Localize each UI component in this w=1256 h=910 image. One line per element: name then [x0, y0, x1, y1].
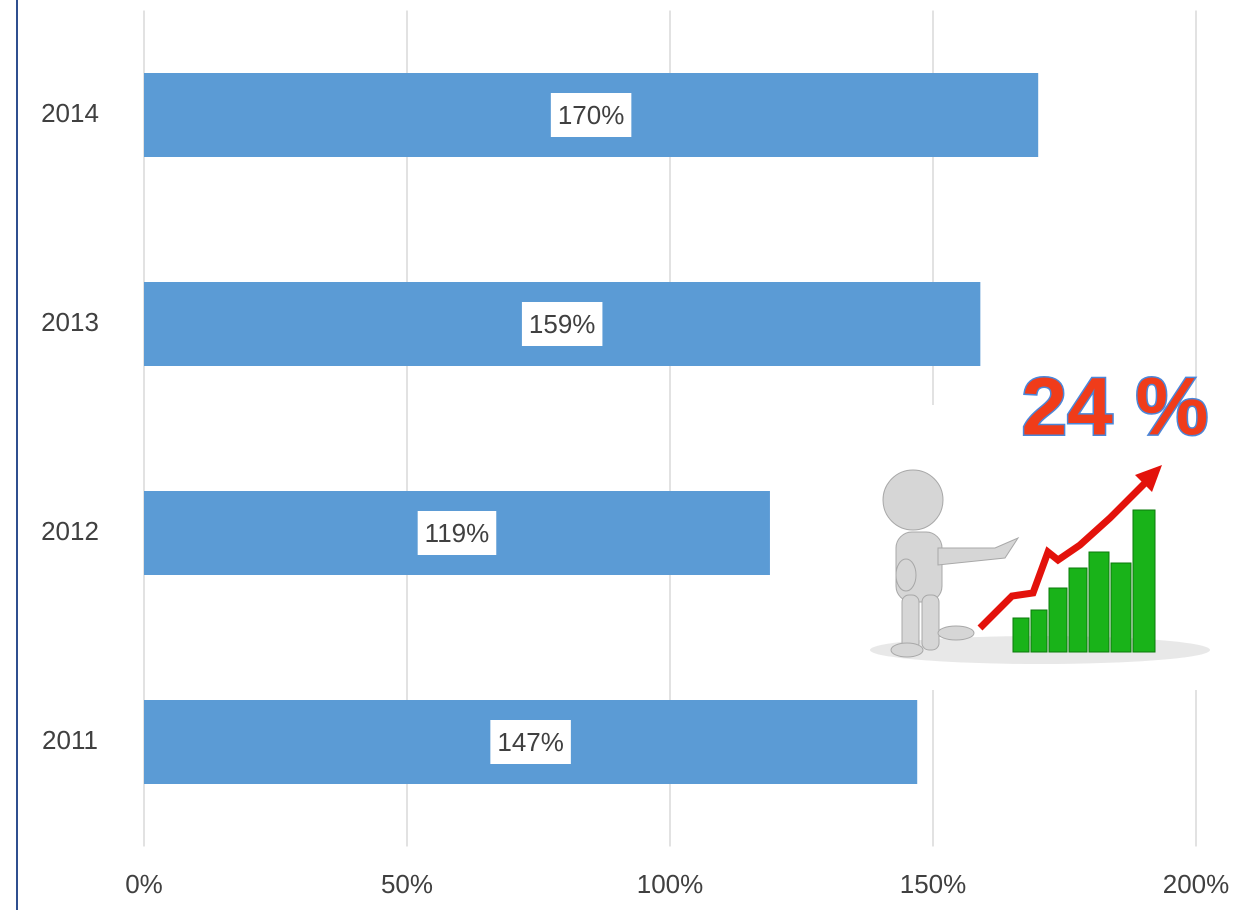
clipart-bars [1012, 509, 1156, 653]
x-tick-label: 150% [900, 869, 967, 899]
clipart-person [882, 469, 1020, 658]
y-tick-label: 2012 [41, 516, 99, 546]
clipart-arrowhead [1135, 465, 1162, 492]
y-tick-label: 2011 [42, 725, 98, 755]
value-label: 170% [558, 100, 625, 130]
annotation: 24 % [1022, 362, 1209, 453]
y-tick-label: 2013 [41, 307, 99, 337]
value-label: 147% [497, 727, 564, 757]
x-tick-label: 200% [1163, 869, 1230, 899]
x-tick-label: 100% [637, 869, 704, 899]
x-tick-label: 0% [125, 869, 163, 899]
value-label: 119% [425, 518, 490, 548]
x-tick-label: 50% [381, 869, 433, 899]
value-label: 159% [529, 309, 596, 339]
value-label-box [417, 511, 497, 555]
value-label-box [521, 302, 603, 346]
y-tick-label: 2014 [41, 98, 99, 128]
value-label-box [550, 93, 632, 137]
bar-layer: 147% 119% 159% 170% [144, 73, 1039, 784]
value-label-box [490, 720, 571, 764]
clipart [855, 405, 1210, 690]
clipart-arrow [977, 475, 1153, 631]
